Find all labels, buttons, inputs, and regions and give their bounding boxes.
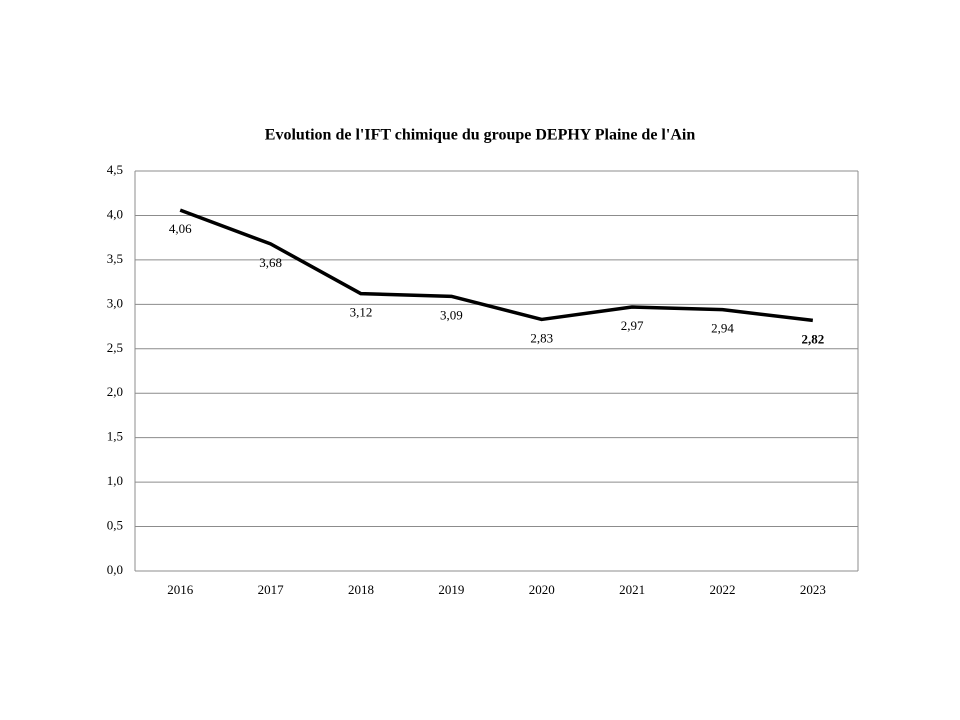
y-tick-label: 3,0 <box>107 295 123 310</box>
data-line <box>179 208 814 323</box>
data-label: 4,06 <box>169 221 192 236</box>
y-tick-label: 0,0 <box>107 562 123 577</box>
x-tick-label: 2016 <box>167 582 194 597</box>
y-tick-label: 4,5 <box>107 162 123 177</box>
data-label: 2,97 <box>621 318 644 333</box>
y-tick-label: 1,5 <box>107 429 123 444</box>
y-tick-label: 2,0 <box>107 384 123 399</box>
chart-title: Evolution de l'IFT chimique du groupe DE… <box>265 127 696 144</box>
data-label: 3,68 <box>259 255 282 270</box>
x-tick-label: 2017 <box>258 582 285 597</box>
data-label: 3,09 <box>440 307 463 322</box>
y-tick-label: 0,5 <box>107 518 123 533</box>
y-tick-label: 2,5 <box>107 340 123 355</box>
data-label: 2,94 <box>711 321 734 336</box>
data-label: 2,83 <box>530 330 553 345</box>
x-tick-label: 2021 <box>619 582 645 597</box>
x-tick-label: 2023 <box>800 582 826 597</box>
y-tick-label: 4,0 <box>107 206 123 221</box>
x-tick-label: 2019 <box>438 582 464 597</box>
y-tick-label: 1,0 <box>107 473 123 488</box>
x-tick-label: 2018 <box>348 582 374 597</box>
y-tick-label: 3,5 <box>107 251 123 266</box>
x-tick-label: 2022 <box>709 582 735 597</box>
data-label: 3,12 <box>350 305 373 320</box>
data-label: 2,82 <box>801 331 824 346</box>
x-tick-label: 2020 <box>529 582 555 597</box>
